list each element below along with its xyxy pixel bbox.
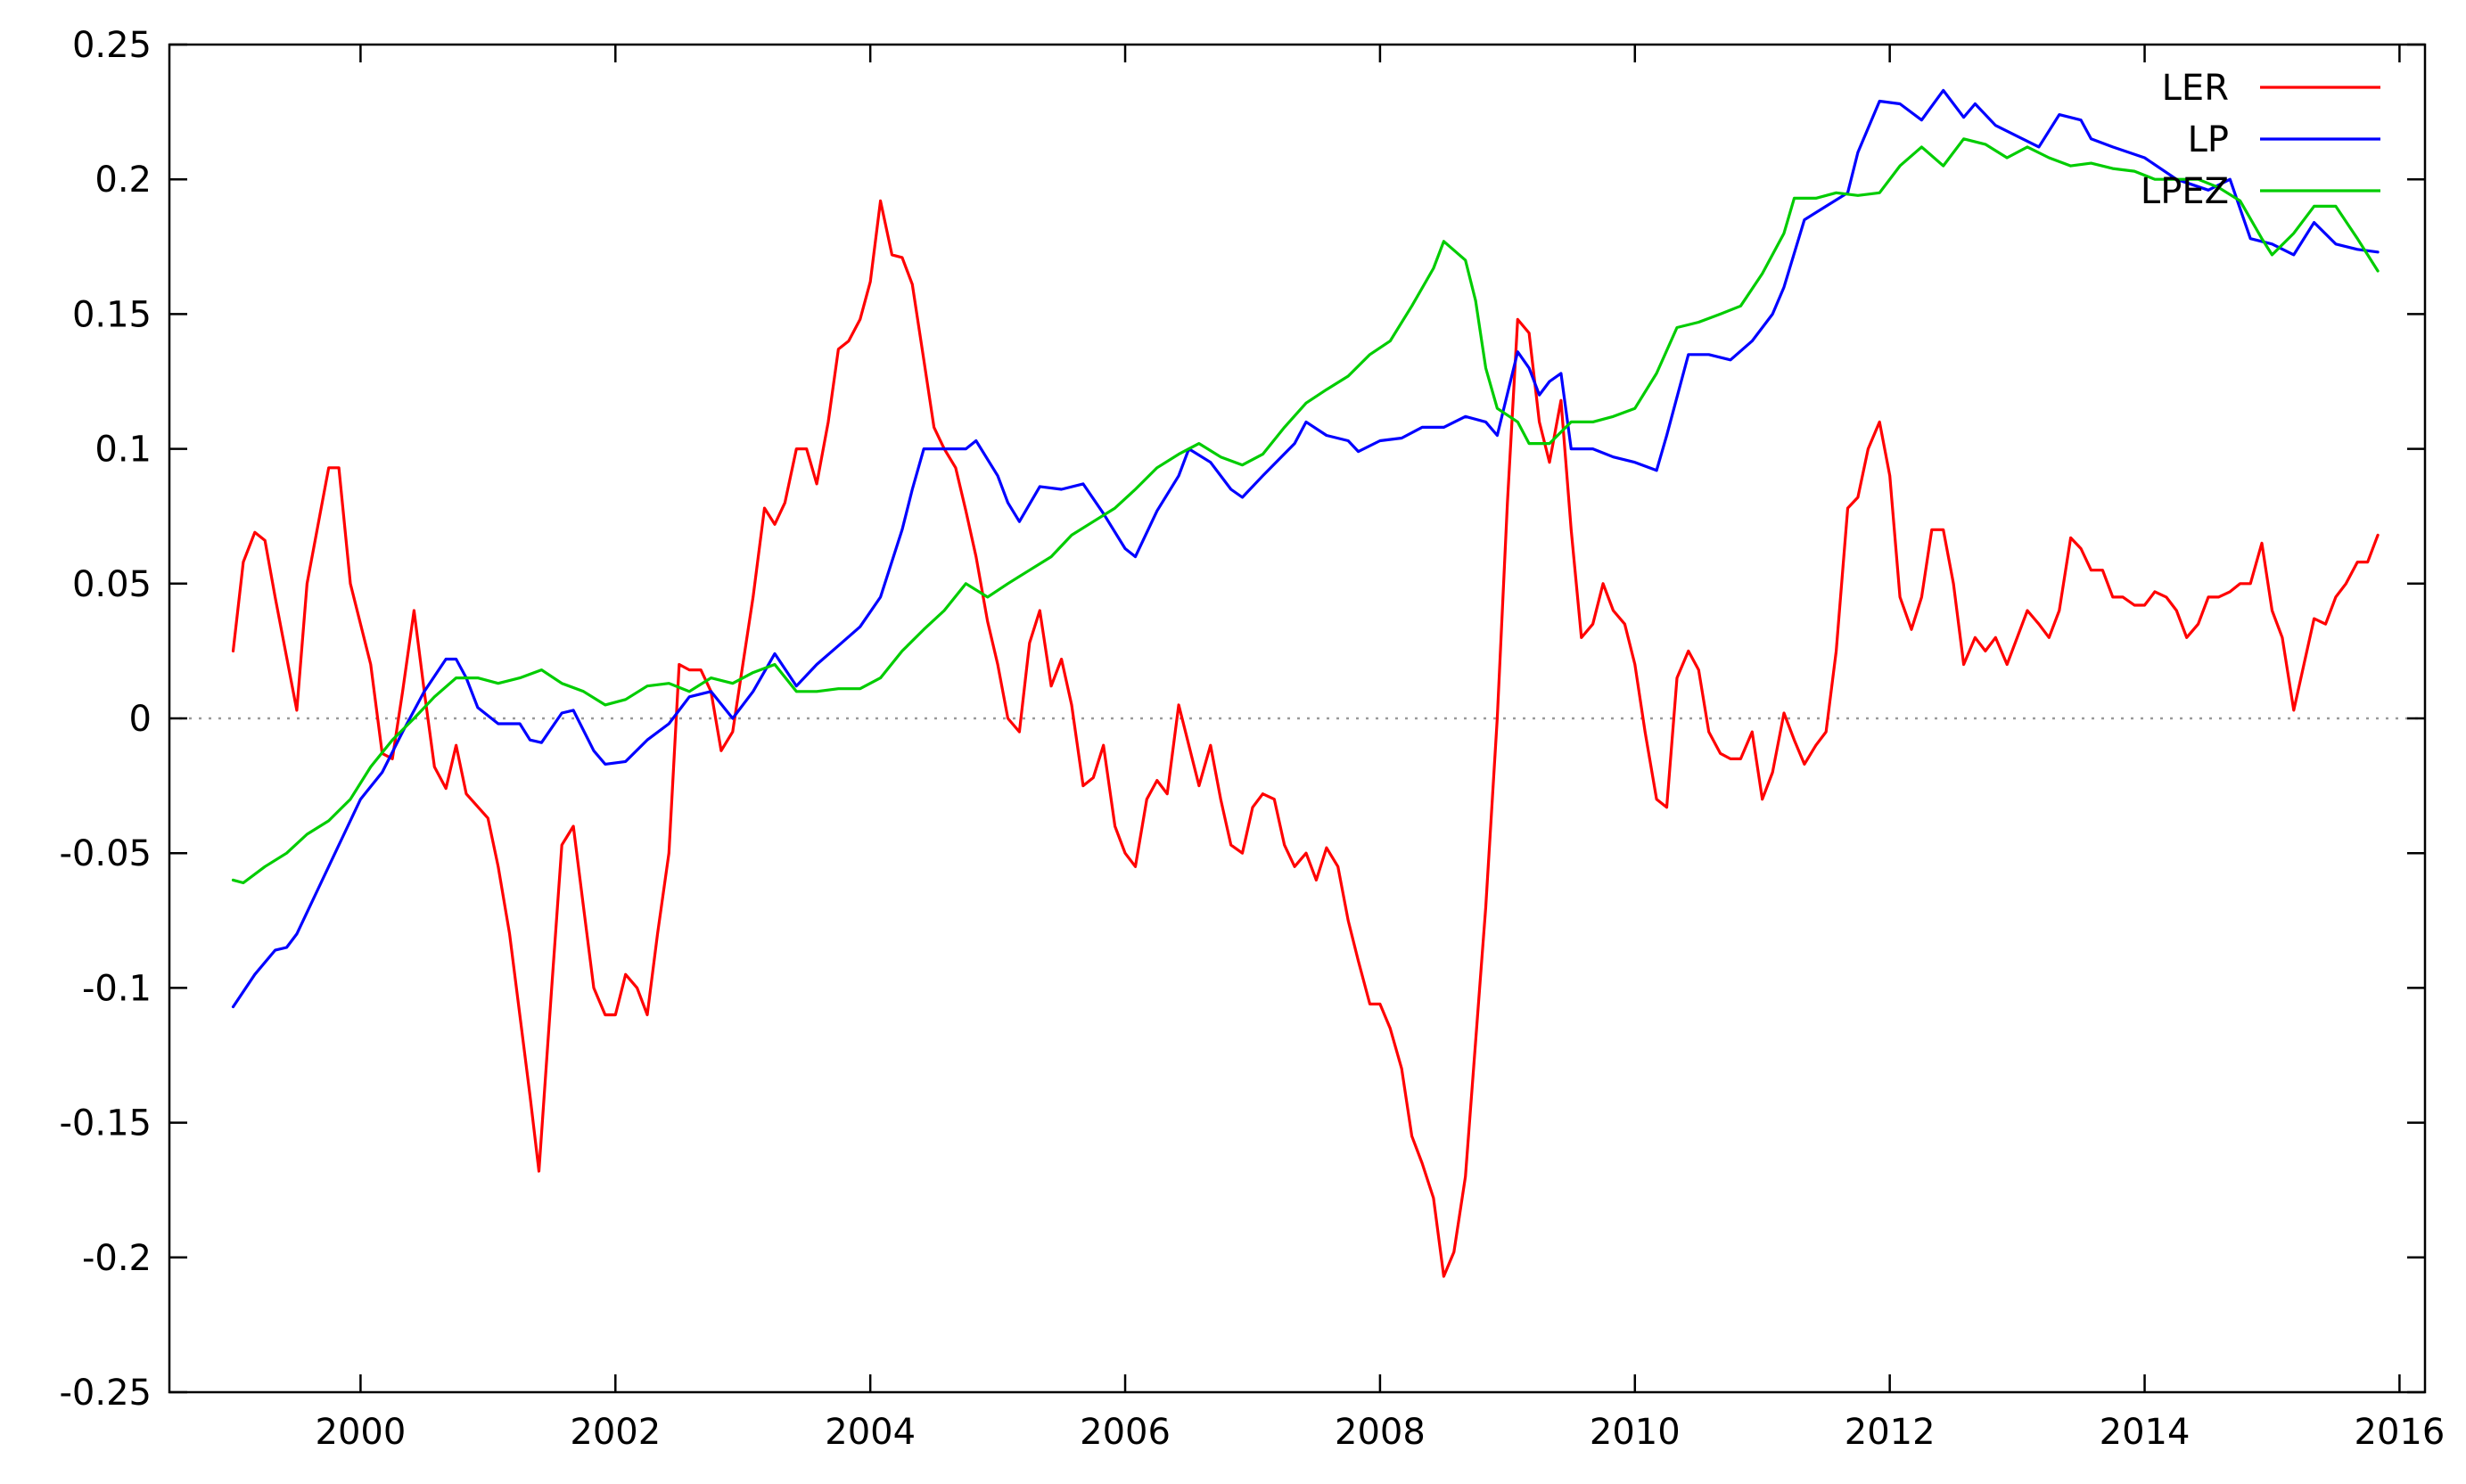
x-tick-label: 2004 <box>825 1412 916 1453</box>
y-tick-label: 0.25 <box>72 25 152 66</box>
legend-label-ler: LER <box>2162 68 2229 109</box>
series-line-lpez <box>231 137 2380 885</box>
y-tick-label: -0.1 <box>82 968 152 1009</box>
x-tick-label: 2002 <box>570 1412 661 1453</box>
y-tick-label: -0.15 <box>60 1103 152 1144</box>
x-tick-label: 2016 <box>2355 1412 2445 1453</box>
series-line-lp <box>231 88 2380 1009</box>
x-tick-label: 2000 <box>316 1412 407 1453</box>
x-tick-label: 2006 <box>1080 1412 1171 1453</box>
legend: LER LP LPEZ <box>2141 68 2380 212</box>
x-tick-label: 2014 <box>2100 1412 2191 1453</box>
y-tick-label: -0.2 <box>82 1238 152 1279</box>
y-tick-label: 0.2 <box>95 160 152 201</box>
x-axis: 2000 2002 2004 2006 2008 2010 2012 2014 2016 <box>316 45 2445 1453</box>
x-tick-label: 2008 <box>1335 1412 1426 1453</box>
series-layer <box>231 88 2380 1278</box>
y-tick-label: 0 <box>129 699 152 740</box>
y-tick-label: -0.05 <box>60 833 152 874</box>
y-tick-label: 0.1 <box>95 430 152 471</box>
y-tick-label: -0.25 <box>60 1373 152 1414</box>
series-line-ler <box>231 199 2380 1278</box>
x-tick-label: 2010 <box>1590 1412 1681 1453</box>
legend-label-lpez: LPEZ <box>2141 171 2229 212</box>
y-tick-label: 0.15 <box>72 294 152 335</box>
legend-label-lp: LP <box>2188 119 2229 160</box>
x-tick-label: 2012 <box>1845 1412 1936 1453</box>
y-axis: 0.25 0.2 0.15 0.1 0.05 0 -0.05 -0.1 -0.15 -0.2 -0.… <box>60 25 2425 1414</box>
y-tick-label: 0.05 <box>72 564 152 605</box>
